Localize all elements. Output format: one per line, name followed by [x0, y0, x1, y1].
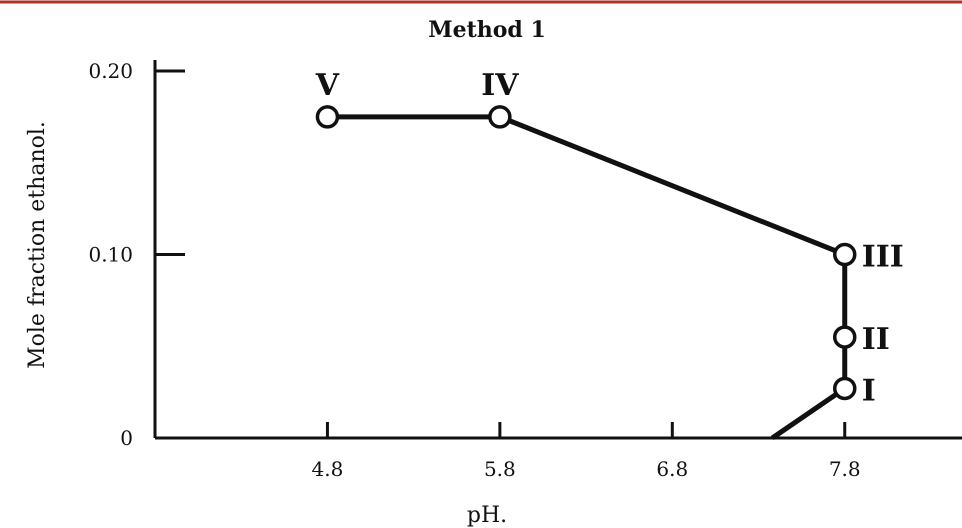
- point-label: IV: [481, 68, 519, 103]
- chart-title: Method 1: [428, 17, 546, 43]
- point-label: I: [862, 373, 876, 408]
- series-line: [327, 114, 848, 441]
- x-tick-label: 5.8: [484, 457, 516, 481]
- data-series: [327, 114, 848, 441]
- data-point: [832, 325, 857, 349]
- data-point: [832, 242, 857, 267]
- point-label: V: [315, 68, 340, 103]
- data-point: [832, 376, 857, 401]
- y-tick-label: 0.20: [88, 59, 133, 83]
- x-tick-label: 6.8: [656, 457, 688, 481]
- y-ticks: 0 0.10 0.20: [88, 59, 185, 450]
- point-label: II: [862, 322, 890, 357]
- x-ticks: 4.8 5.8 6.8 7.8: [312, 422, 861, 481]
- x-axis-label: pH.: [467, 503, 507, 528]
- data-point: [315, 105, 340, 129]
- y-axis-label: Mole fraction ethanol.: [25, 121, 50, 369]
- y-tick-label: 0.10: [88, 243, 133, 267]
- point-label: III: [862, 240, 904, 275]
- data-point: [488, 105, 512, 129]
- data-points: [315, 105, 857, 401]
- x-tick-label: 4.8: [312, 457, 344, 481]
- y-tick-label: 0: [120, 426, 133, 450]
- x-tick-label: 7.8: [829, 457, 861, 481]
